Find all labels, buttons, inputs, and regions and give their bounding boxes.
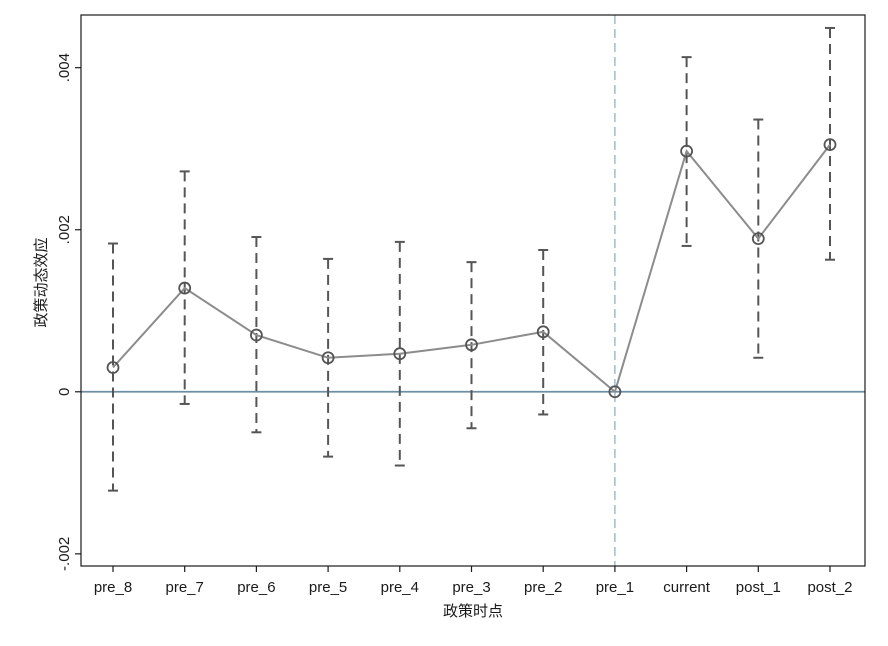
series-line [112, 143, 831, 394]
data-point-pre_6 [249, 328, 263, 342]
confidence-intervals-layer [108, 26, 835, 492]
data-point-current [680, 144, 693, 158]
data-point-pre_3 [465, 338, 478, 352]
x-tick-label-current: current [663, 579, 711, 596]
data-point-post_2 [823, 138, 837, 152]
x-tick-label-pre_4: pre_4 [381, 579, 419, 596]
reference-lines-layer [81, 15, 865, 566]
y-tick-label-0: -.002 [56, 537, 73, 571]
markers-layer [106, 138, 837, 399]
y-tick-label-2: .002 [56, 215, 73, 244]
x-tick-label-post_1: post_1 [736, 579, 781, 596]
x-tick-label-pre_6: pre_6 [237, 579, 275, 596]
y-tick-label-3: .004 [56, 53, 73, 82]
x-tick-label-pre_1: pre_1 [596, 579, 634, 596]
data-point-pre_1 [608, 385, 622, 399]
x-tick-label-pre_7: pre_7 [166, 579, 204, 596]
data-point-post_1 [751, 232, 765, 246]
data-point-pre_4 [393, 347, 407, 361]
y-tick-label-1: 0 [56, 388, 73, 396]
plot-frame [80, 14, 866, 567]
axes-layer: pre_8 pre_7 pre_6 pre_5 pre_4 pre_3 pre_2 pre_1… [56, 53, 853, 596]
data-point-pre_7 [178, 281, 192, 295]
x-tick-label-post_2: post_2 [807, 579, 852, 596]
data-point-pre_8 [106, 361, 120, 374]
y-axis-title: 政策动态效应 [32, 237, 50, 327]
data-point-pre_5 [321, 351, 335, 365]
x-axis-title: 政策时点 [443, 602, 503, 620]
x-tick-label-pre_8: pre_8 [94, 579, 132, 596]
x-tick-label-pre_2: pre_2 [524, 579, 562, 596]
data-point-pre_2 [536, 325, 550, 339]
x-tick-label-pre_5: pre_5 [309, 579, 347, 596]
x-tick-label-pre_3: pre_3 [452, 579, 490, 596]
series-line-layer [112, 143, 831, 394]
